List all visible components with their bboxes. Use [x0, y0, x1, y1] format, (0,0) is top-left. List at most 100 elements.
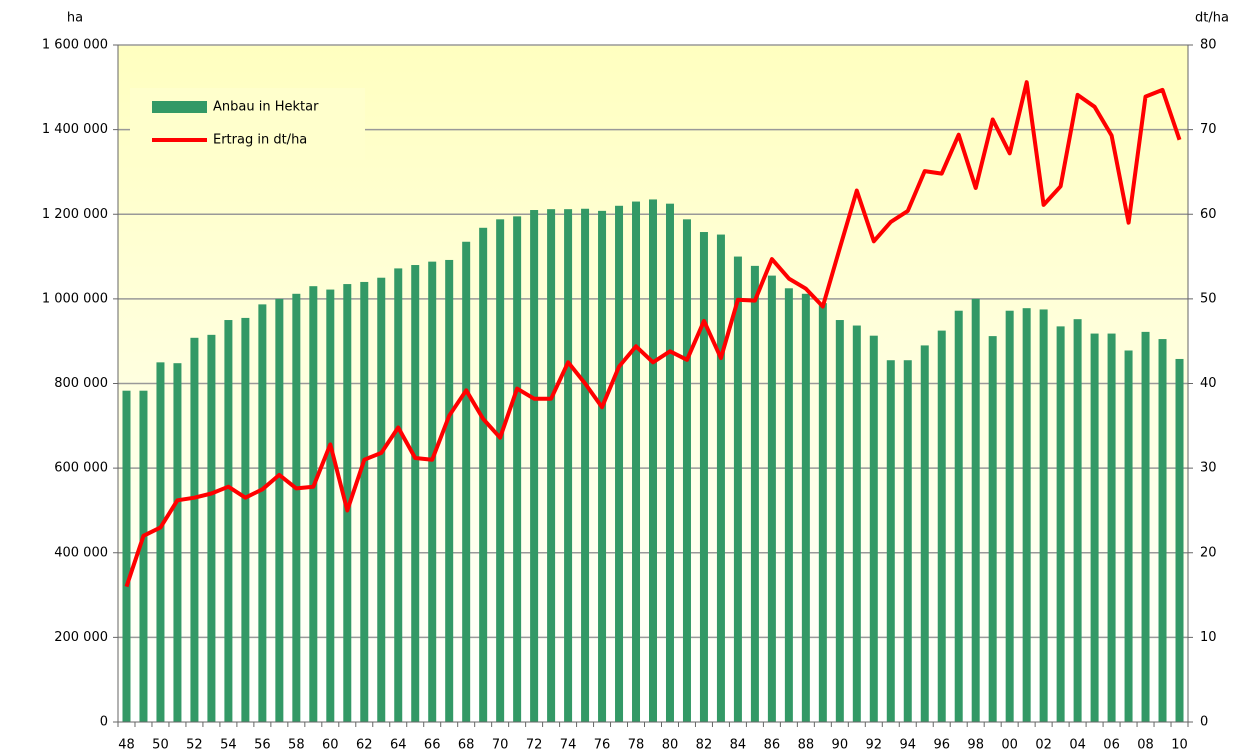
x-tick-label: 98 [967, 738, 984, 753]
bar [547, 209, 556, 723]
bar [496, 219, 505, 722]
bar [699, 232, 708, 723]
bar [530, 210, 539, 723]
bar [1158, 339, 1167, 722]
bar [971, 298, 980, 722]
bar [682, 219, 691, 722]
bar [632, 201, 641, 722]
y-tick-label: 200 000 [54, 630, 108, 645]
x-tick-label: 10 [1171, 738, 1188, 753]
x-tick-label: 58 [288, 738, 305, 753]
bar [462, 241, 471, 723]
bar [156, 362, 165, 722]
bar [1107, 333, 1116, 722]
bar [122, 390, 131, 722]
bar [411, 265, 420, 722]
bar [1022, 308, 1031, 722]
y-tick-label: 1 000 000 [42, 291, 108, 306]
bar [767, 275, 776, 722]
x-tick-label: 68 [458, 738, 475, 753]
x-tick-label: 78 [628, 738, 645, 753]
line [124, 80, 1182, 588]
bar [818, 303, 827, 722]
bar [394, 268, 403, 722]
y-tick-label: 1 200 000 [42, 207, 108, 222]
y2-tick-label: 70 [1200, 122, 1217, 137]
bar [835, 320, 844, 722]
bar [903, 360, 912, 722]
bar [581, 208, 590, 722]
bar [615, 205, 624, 723]
bar [190, 337, 199, 722]
legend-label: Ertrag in dt/ha [213, 133, 307, 148]
bar [598, 210, 607, 723]
y2-tick-label: 60 [1200, 207, 1217, 222]
bar [1039, 309, 1048, 722]
y-tick-label: 400 000 [54, 545, 108, 560]
x-tick-label: 52 [186, 738, 203, 753]
bar [649, 199, 657, 723]
bar [665, 203, 674, 722]
bar [1141, 331, 1150, 722]
x-tick-label: 06 [1103, 738, 1120, 753]
x-tick-label: 70 [492, 738, 509, 753]
bar [564, 209, 573, 723]
bar [1073, 319, 1082, 722]
bar [479, 227, 488, 723]
bar [733, 256, 742, 722]
x-tick-label: 88 [798, 738, 815, 753]
legend-box [130, 88, 365, 160]
y2-tick-label: 30 [1200, 461, 1217, 476]
x-tick-label: 90 [832, 738, 849, 753]
x-tick-label: 80 [662, 738, 679, 753]
x-tick-label: 54 [220, 738, 237, 753]
legend-label: Anbau in Hektar [213, 100, 319, 115]
x-tick-label: 92 [866, 738, 883, 753]
x-tick-label: 00 [1001, 738, 1018, 753]
bar [869, 335, 878, 722]
y2-tick-label: 40 [1200, 376, 1217, 391]
y-tick-label: 1 600 000 [42, 38, 108, 53]
bar [173, 363, 182, 722]
bar [326, 289, 335, 722]
x-tick-label: 66 [424, 738, 441, 753]
bar [360, 281, 369, 722]
bar [750, 265, 759, 722]
bar [1124, 350, 1133, 722]
y2-tick-label: 50 [1200, 291, 1217, 306]
bar [258, 304, 267, 722]
x-tick-label: 64 [390, 738, 407, 753]
y-tick-label: 800 000 [54, 376, 108, 391]
x-tick-label: 82 [696, 738, 713, 753]
y-tick-label: 0 [100, 715, 108, 730]
bar [377, 277, 386, 722]
legend-swatch [152, 101, 207, 113]
legend: Anbau in Hektar Ertrag in dt/ha [130, 88, 365, 160]
bar [513, 216, 522, 722]
x-tick-label: 02 [1035, 738, 1052, 753]
bar [309, 286, 318, 722]
bar [852, 325, 861, 722]
bar [224, 320, 233, 722]
x-tick-label: 60 [322, 738, 339, 753]
y-tick-label: 1 400 000 [42, 122, 108, 137]
y-axis-label: ha [67, 11, 83, 26]
x-tick-label: 74 [560, 738, 577, 753]
x-tick-label: 62 [356, 738, 373, 753]
bar [428, 261, 437, 722]
x-tick-label: 04 [1069, 738, 1086, 753]
bar [886, 360, 895, 722]
x-tick-label: 76 [594, 738, 611, 753]
bar [716, 234, 725, 722]
x-tick-label: 56 [254, 738, 271, 753]
x-tick-label: 84 [730, 738, 747, 753]
y2-tick-label: 0 [1200, 715, 1208, 730]
bar [920, 345, 929, 722]
bar [1090, 333, 1099, 722]
bar [988, 336, 997, 722]
bar [1005, 310, 1014, 722]
x-tick-label: 48 [118, 738, 135, 753]
y2-tick-label: 10 [1200, 630, 1217, 645]
x-tick-label: 50 [152, 738, 169, 753]
